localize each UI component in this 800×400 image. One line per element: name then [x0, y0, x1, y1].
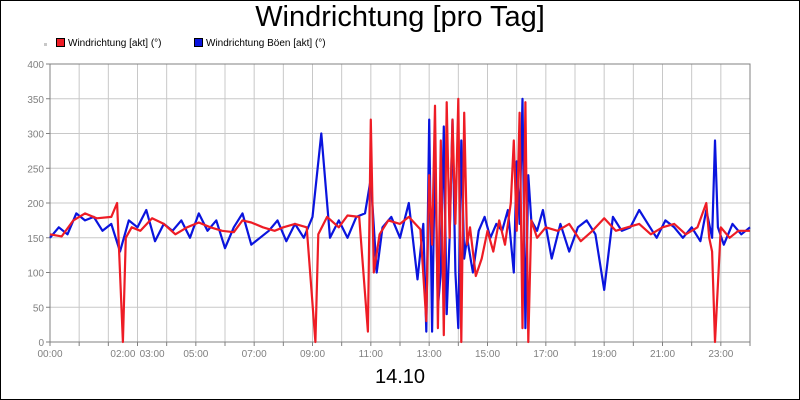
series-line-windrichtung [49, 97, 750, 344]
legend-swatch-windrichtung [56, 38, 65, 47]
legend-item-windrichtung: Windrichtung [akt] (°) [56, 38, 161, 49]
x-axis-title: 14.10 [374, 366, 426, 388]
legend-swatch-boeen [194, 38, 203, 47]
y-tick-label: 50 [33, 303, 45, 314]
x-tick-label: 15:00 [475, 349, 500, 360]
y-tick-label: 200 [27, 199, 44, 210]
plot-border [49, 63, 751, 343]
y-tick-label: 300 [27, 130, 44, 141]
y-tick-label: 400 [27, 60, 44, 71]
x-tick-label: 17:00 [533, 349, 558, 360]
x-tick-label: 11:00 [359, 349, 384, 360]
legend-label-windrichtung: Windrichtung [akt] (°) [68, 38, 162, 49]
y-tick-label: 100 [27, 269, 44, 280]
x-tick-label: 19:00 [592, 349, 617, 360]
x-tick-label: 02:00 [110, 349, 135, 360]
y-tick-label: 250 [27, 164, 44, 175]
x-tick-label: 00:00 [37, 349, 62, 360]
x-tick-label: 21:00 [650, 349, 675, 360]
y-tick-label: 0 [38, 338, 44, 349]
chart-title: Windrichtung [pro Tag] [255, 1, 545, 33]
x-tick-label: 13:00 [417, 349, 442, 360]
x-tick-label: 07:00 [242, 349, 267, 360]
legend-item-boeen: Windrichtung Böen [akt] (°) [194, 38, 326, 49]
legend-marker [44, 43, 47, 46]
y-tick-label: 350 [27, 95, 44, 106]
legend-label-boeen: Windrichtung Böen [akt] (°) [206, 38, 326, 49]
x-tick-label: 03:00 [140, 349, 165, 360]
y-tick-label: 150 [27, 234, 44, 245]
x-tick-label: 23:00 [708, 349, 733, 360]
x-tick-label: 05:00 [183, 349, 208, 360]
x-tick-label: 09:00 [300, 349, 325, 360]
